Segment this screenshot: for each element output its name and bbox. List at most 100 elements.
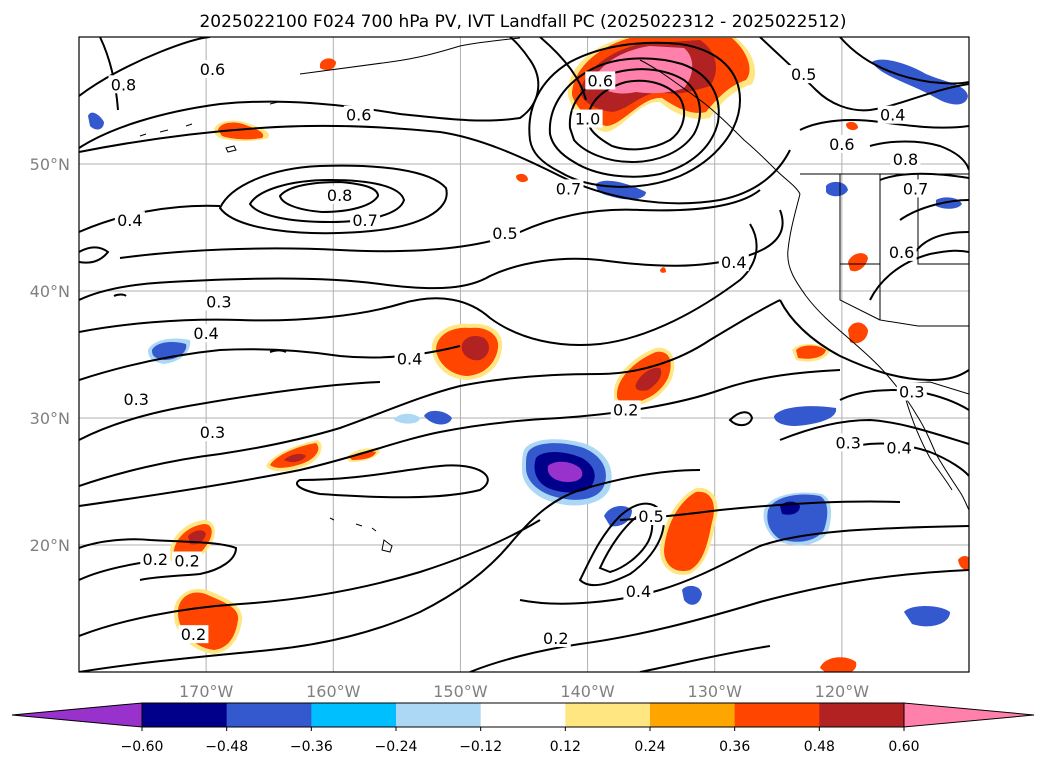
contour-label-bg bbox=[890, 150, 921, 169]
colorbar-segment bbox=[311, 703, 397, 727]
contour-line bbox=[79, 299, 781, 487]
contour-label-bg bbox=[788, 65, 819, 84]
shading-positive-central-3 bbox=[461, 336, 489, 361]
contour-label: 0.3 bbox=[123, 390, 148, 409]
contour-line bbox=[248, 178, 406, 224]
contour-line bbox=[869, 249, 969, 301]
colorbar-segment bbox=[226, 703, 312, 727]
shading-positive-coast-2 bbox=[848, 322, 868, 344]
contour-line bbox=[79, 538, 238, 581]
contour-label-bg bbox=[636, 507, 667, 526]
contour-label: 0.8 bbox=[327, 186, 352, 205]
shading-positive-nw-3 bbox=[320, 58, 336, 70]
shading-negative-nw-1 bbox=[88, 112, 104, 130]
contour-label-bg bbox=[718, 253, 749, 272]
shading-positive-small-4 bbox=[660, 267, 666, 273]
contour-line bbox=[269, 349, 287, 353]
coastline-california bbox=[805, 295, 969, 511]
colorbar-tick-label: 0.12 bbox=[550, 739, 581, 755]
contour-label: 0.4 bbox=[886, 438, 911, 457]
lon-tick-label: 150°W bbox=[433, 682, 488, 701]
map-panel: 0.80.60.60.80.70.40.50.61.00.70.50.60.40… bbox=[78, 36, 970, 673]
lon-tick-label: 140°W bbox=[560, 682, 615, 701]
shading-negative-east-2 bbox=[767, 494, 828, 542]
contour-label: 0.5 bbox=[492, 224, 517, 243]
contour-line bbox=[469, 569, 969, 672]
contour-line bbox=[218, 164, 448, 235]
contour-label: 0.7 bbox=[352, 211, 377, 230]
contour-label: 0.2 bbox=[181, 625, 206, 644]
contour-label-bg bbox=[121, 390, 152, 409]
contour-line bbox=[79, 369, 841, 507]
contour-label: 0.3 bbox=[200, 423, 225, 442]
border-state-1 bbox=[839, 174, 881, 265]
contour-label-bg bbox=[623, 581, 654, 600]
contour-line bbox=[79, 204, 221, 233]
contour-line bbox=[779, 418, 969, 445]
contour-label: 0.4 bbox=[397, 350, 422, 369]
contour-label: 0.6 bbox=[588, 71, 613, 90]
contour-label-bg bbox=[900, 179, 931, 198]
contour-label-bg bbox=[877, 105, 908, 124]
contour-line bbox=[779, 299, 969, 382]
contour-line bbox=[79, 37, 540, 149]
contour-label: 0.7 bbox=[903, 179, 928, 198]
colorbar-tick-label: −0.12 bbox=[459, 739, 502, 755]
contour-label: 0.2 bbox=[174, 552, 199, 571]
contour-line bbox=[79, 469, 701, 672]
contour-line bbox=[278, 180, 380, 214]
shading-negative-mid-1 bbox=[394, 413, 420, 424]
contour-line bbox=[528, 41, 742, 188]
colorbar-tick-label: −0.60 bbox=[121, 739, 164, 755]
contour-label-bg bbox=[197, 423, 228, 442]
contour-label: 0.3 bbox=[899, 383, 924, 402]
border-state-2 bbox=[917, 174, 969, 265]
contour-line bbox=[79, 246, 110, 264]
contour-line bbox=[839, 37, 969, 85]
coastline-alaska-panhandle bbox=[639, 59, 801, 195]
contour-label-bg bbox=[324, 185, 355, 204]
shading-positive-small-3 bbox=[516, 173, 528, 183]
contour-label: 0.7 bbox=[556, 179, 581, 198]
contour-label: 0.2 bbox=[143, 550, 168, 569]
contour-line bbox=[295, 464, 489, 499]
lat-tick-label: 20°N bbox=[30, 536, 70, 555]
contour-label-bg bbox=[610, 400, 641, 419]
contour-label: 0.6 bbox=[200, 60, 225, 79]
hawaii-islands bbox=[329, 517, 393, 553]
contour-label-bg bbox=[572, 109, 603, 128]
colorbar-tick-label: −0.48 bbox=[205, 739, 248, 755]
colorbar: −0.60 −0.48 −0.36 −0.24 −0.12 0.12 0.24 0.36 0.4… bbox=[11, 702, 1035, 755]
colorbar-tick-label: 0.48 bbox=[804, 739, 835, 755]
colorbar-segment bbox=[819, 703, 905, 727]
lon-tick-label: 120°W bbox=[815, 682, 870, 701]
lat-tick-label: 50°N bbox=[30, 155, 70, 174]
shading-negative-subtropical-4 bbox=[547, 461, 583, 482]
contour-label: 0.4 bbox=[193, 324, 218, 343]
contour-label-bg bbox=[108, 75, 139, 94]
contour-line bbox=[839, 442, 969, 477]
shading-negative-mid-5 bbox=[774, 406, 837, 426]
colorbar-segment bbox=[565, 703, 651, 727]
contour-line bbox=[899, 199, 969, 221]
coastlines bbox=[139, 37, 969, 553]
contour-label: 0.8 bbox=[111, 75, 136, 94]
contour-line bbox=[519, 525, 969, 605]
colorbar-frame bbox=[141, 702, 905, 728]
colorbar-segment bbox=[142, 703, 228, 727]
border-state-4 bbox=[839, 264, 881, 321]
contour-line bbox=[728, 411, 754, 426]
shading-positive-coast-3 bbox=[848, 253, 868, 272]
contour-line bbox=[586, 79, 686, 151]
colorbar-segment bbox=[396, 703, 482, 727]
contour-label-bg bbox=[350, 211, 381, 230]
contour-line bbox=[548, 57, 720, 178]
shading-positive-nw-2 bbox=[218, 122, 264, 140]
contour-line bbox=[869, 140, 969, 171]
contour-label-bg bbox=[172, 551, 203, 570]
contour-label: 0.5 bbox=[791, 65, 816, 84]
contour-label-bg bbox=[553, 179, 584, 198]
contour-line bbox=[639, 645, 771, 672]
contour-label: 0.2 bbox=[613, 400, 638, 419]
